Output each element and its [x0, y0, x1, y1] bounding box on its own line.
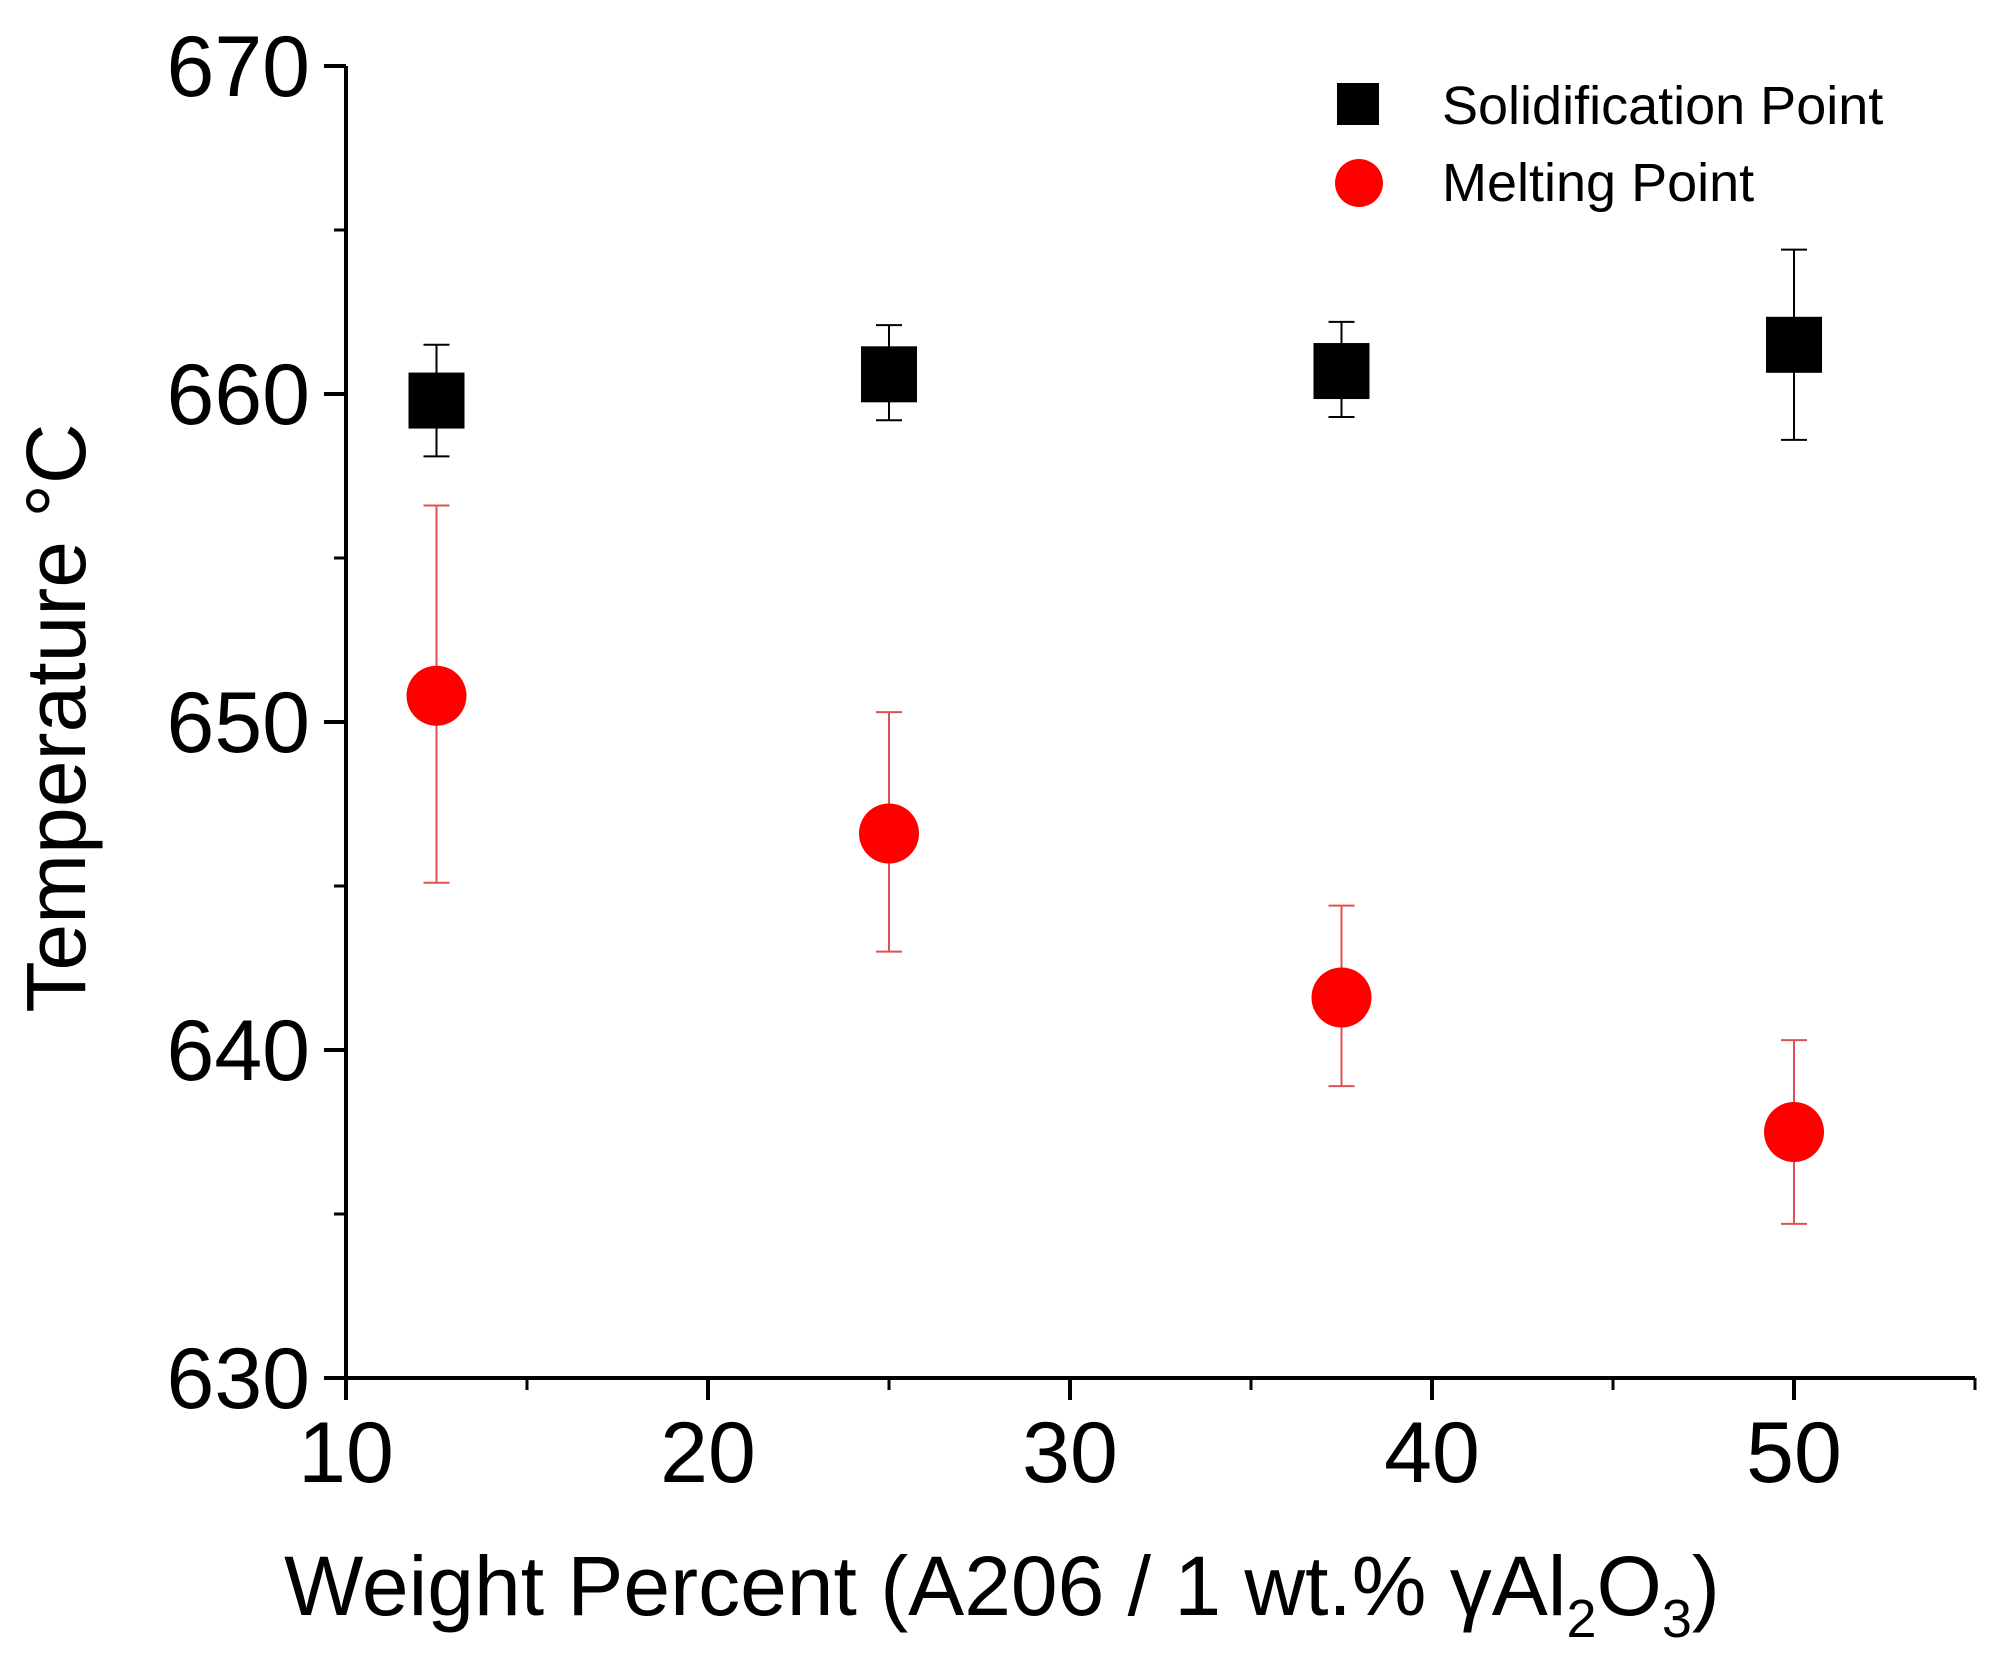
- x-axis-title: Weight Percent (A206 / 1 wt.% γAl2O3): [284, 1539, 1720, 1649]
- x-tick-label: 30: [1022, 1405, 1118, 1501]
- error-bars-layer: [423, 248, 1807, 1225]
- x-axis-title-sub1: 2: [1566, 1589, 1596, 1649]
- x-axis-title-main: Weight Percent (A206 / 1 wt.% γAl: [284, 1539, 1566, 1633]
- data-point-melting: [1764, 1102, 1824, 1162]
- data-point-solidification: [1766, 316, 1822, 373]
- legend-swatch-solidification: [1337, 83, 1379, 125]
- x-tick-label: 40: [1384, 1405, 1480, 1501]
- data-point-solidification: [1313, 343, 1370, 400]
- data-point-solidification: [861, 346, 917, 403]
- legend-swatch-melting: [1335, 159, 1383, 207]
- x-axis-title-tail: ): [1692, 1539, 1720, 1633]
- x-tick-label: 10: [298, 1405, 394, 1501]
- axes: 630 640 650 660 670 10 20 30 40 50: [167, 19, 1977, 1501]
- data-point-melting: [406, 665, 467, 726]
- y-axis-title: Temperature °C: [9, 423, 103, 1012]
- data-point-melting: [1311, 967, 1372, 1028]
- y-ticks: 630 640 650 660 670: [167, 19, 346, 1427]
- x-tick-label: 50: [1746, 1405, 1842, 1501]
- y-tick-label: 630: [167, 1331, 311, 1427]
- x-axis-title-mid: O: [1597, 1539, 1662, 1633]
- markers-layer: [406, 316, 1824, 1162]
- legend: Solidification Point Melting Point: [1335, 76, 1883, 213]
- legend-label-solidification: Solidification Point: [1442, 76, 1883, 136]
- data-point-solidification: [408, 372, 465, 429]
- x-ticks: 10 20 30 40 50: [298, 1378, 1977, 1501]
- data-point-melting: [859, 803, 919, 864]
- x-axis-title-sub2: 3: [1662, 1589, 1692, 1649]
- x-tick-label: 20: [660, 1405, 756, 1501]
- y-tick-label: 670: [167, 19, 311, 115]
- y-tick-label: 660: [167, 347, 311, 443]
- legend-label-melting: Melting Point: [1442, 153, 1754, 213]
- y-tick-label: 650: [167, 675, 311, 771]
- y-tick-label: 640: [167, 1003, 311, 1099]
